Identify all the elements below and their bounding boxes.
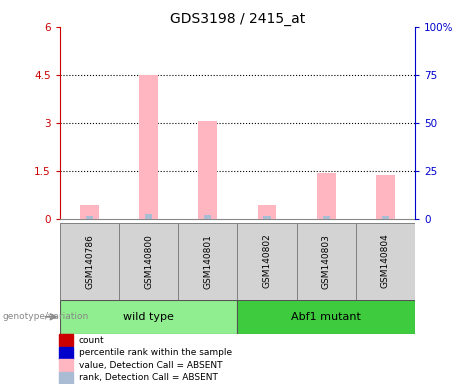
- Bar: [204, 215, 212, 219]
- Bar: [237, 223, 296, 300]
- Text: GSM140802: GSM140802: [262, 234, 272, 288]
- Text: percentile rank within the sample: percentile rank within the sample: [79, 348, 232, 357]
- Bar: [382, 216, 389, 219]
- Bar: [296, 223, 356, 300]
- Bar: [263, 216, 271, 219]
- Bar: [119, 223, 178, 300]
- Bar: [59, 347, 73, 359]
- Bar: [323, 216, 330, 219]
- Text: GSM140803: GSM140803: [322, 234, 331, 288]
- Bar: [198, 121, 217, 219]
- Bar: [60, 223, 119, 300]
- Bar: [145, 214, 152, 219]
- Bar: [237, 300, 415, 334]
- Bar: [356, 223, 415, 300]
- Text: GSM140804: GSM140804: [381, 234, 390, 288]
- Bar: [317, 174, 336, 219]
- Bar: [178, 223, 237, 300]
- Text: GSM140786: GSM140786: [85, 234, 94, 288]
- Bar: [60, 300, 237, 334]
- Bar: [258, 205, 277, 219]
- Bar: [59, 334, 73, 346]
- Text: wild type: wild type: [123, 312, 174, 322]
- Bar: [59, 372, 73, 384]
- Bar: [59, 359, 73, 371]
- Text: value, Detection Call = ABSENT: value, Detection Call = ABSENT: [79, 361, 222, 370]
- Text: count: count: [79, 336, 105, 345]
- Bar: [139, 75, 158, 219]
- Text: GSM140801: GSM140801: [203, 234, 213, 288]
- Text: Abf1 mutant: Abf1 mutant: [291, 312, 361, 322]
- Bar: [376, 175, 395, 219]
- Bar: [86, 216, 93, 219]
- Bar: [80, 205, 99, 219]
- Text: GSM140800: GSM140800: [144, 234, 153, 288]
- Title: GDS3198 / 2415_at: GDS3198 / 2415_at: [170, 12, 305, 26]
- Text: genotype/variation: genotype/variation: [2, 312, 89, 321]
- Text: rank, Detection Call = ABSENT: rank, Detection Call = ABSENT: [79, 373, 218, 382]
